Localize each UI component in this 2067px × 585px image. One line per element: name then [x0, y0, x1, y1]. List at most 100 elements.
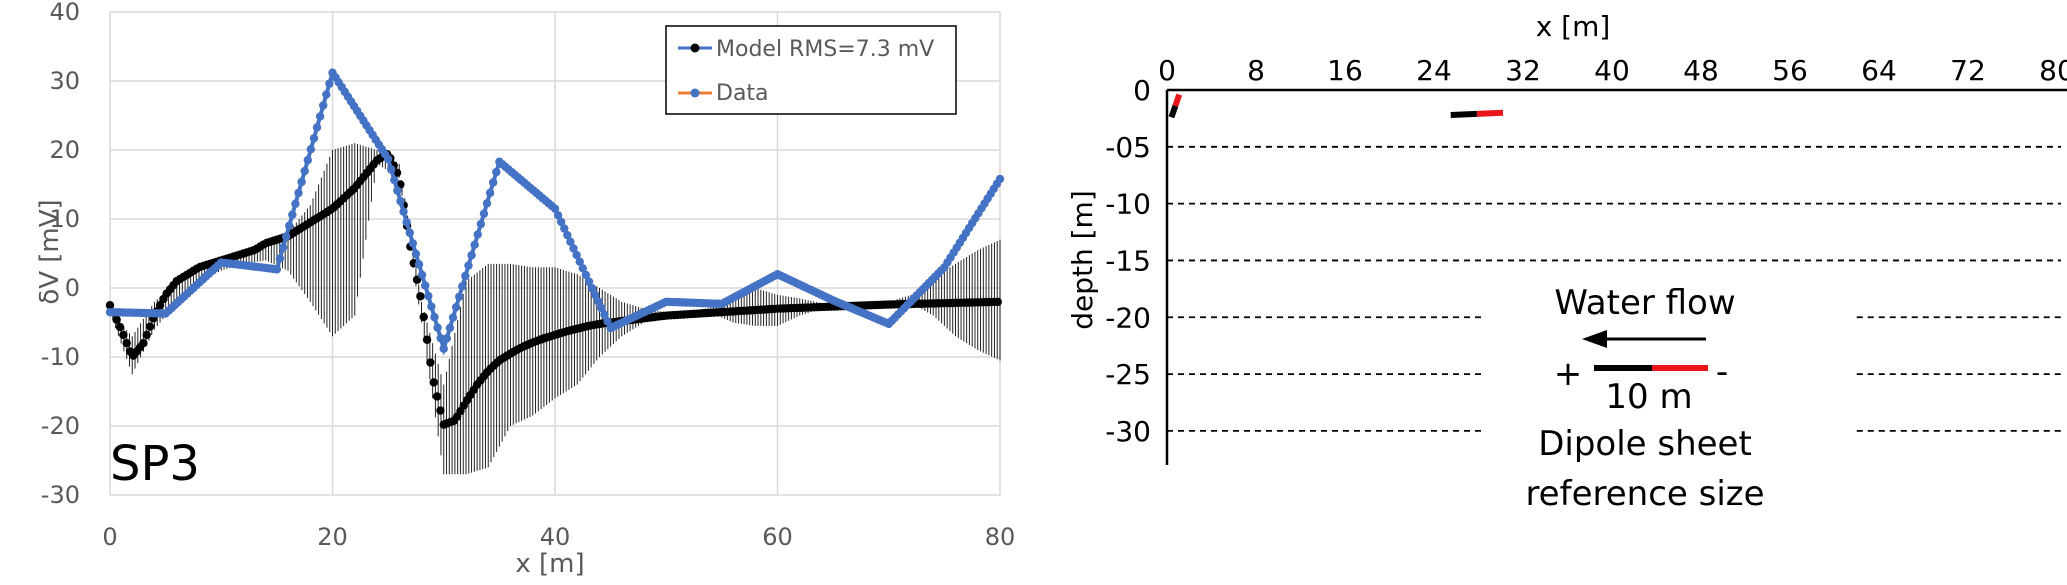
- data-point: [603, 317, 612, 326]
- model-point: [155, 301, 165, 310]
- data-point: [587, 284, 597, 293]
- data-point: [550, 204, 560, 213]
- data-point: [281, 232, 291, 241]
- plus-label: +: [1554, 354, 1583, 394]
- data-point: [482, 199, 492, 208]
- x-tick-label: 48: [1683, 54, 1719, 87]
- data-point: [451, 302, 461, 312]
- data-point: [442, 334, 452, 343]
- model-point: [115, 322, 125, 332]
- data-point: [300, 166, 309, 176]
- y-axis-title: δV [mV]: [35, 199, 65, 304]
- model-point: [432, 392, 442, 401]
- y-tick-label: 30: [49, 67, 80, 95]
- model-point: [419, 312, 428, 322]
- data-point: [461, 271, 470, 281]
- x-tick-label: 32: [1505, 54, 1541, 87]
- data-point: [578, 264, 588, 273]
- y-axis-title: depth [m]: [1066, 190, 1099, 330]
- data-point: [476, 219, 486, 229]
- data-point: [566, 237, 575, 247]
- data-point: [556, 217, 566, 227]
- data-point: [399, 207, 408, 216]
- model-point: [105, 301, 115, 310]
- data-point: [995, 174, 1005, 184]
- y-tick-label: -20: [41, 412, 80, 440]
- y-tick-label: -30: [1105, 415, 1151, 448]
- x-axis-title: x [m]: [515, 549, 584, 579]
- y-tick-label: -10: [1105, 188, 1151, 221]
- data-point: [306, 144, 316, 154]
- data-point: [408, 239, 418, 248]
- sp3-chart: -30 -20 -10 0 10 20 30 40 0 20 40 60 80 SP3 x [m] δV…: [35, 0, 1016, 579]
- data-point: [485, 188, 495, 198]
- x-tick-label: 8: [1247, 54, 1265, 87]
- x-tick-label: 20: [317, 523, 348, 551]
- model-point: [145, 322, 155, 331]
- data-point: [458, 282, 467, 291]
- reference-label-line2: reference size: [1525, 474, 1764, 514]
- x-tick-label: 60: [762, 523, 793, 551]
- data-point: [448, 313, 458, 322]
- dashed-depth-lines: [1167, 145, 2061, 432]
- data-point: [455, 292, 464, 301]
- model-point: [142, 330, 151, 340]
- y-tick-label: -05: [1105, 131, 1151, 164]
- model-point: [119, 330, 128, 340]
- legend-marker-data: [690, 88, 700, 98]
- data-point: [303, 155, 312, 165]
- data-point: [430, 312, 439, 322]
- data-point: [417, 270, 427, 280]
- flow-annotation: Water flow + - 10 m Dipole sheet referen…: [1525, 283, 1764, 514]
- series-layer: [105, 67, 1005, 429]
- data-point: [402, 218, 411, 227]
- y-tick-label: 10: [49, 205, 80, 233]
- data-point: [275, 254, 285, 263]
- x-tick-label: 80: [985, 523, 1016, 551]
- data-point: [272, 265, 282, 274]
- dipole-positive-end: [1168, 104, 1179, 119]
- data-point: [312, 123, 322, 132]
- data-point: [297, 177, 306, 187]
- legend-box: [665, 25, 957, 115]
- model-point: [429, 378, 438, 387]
- x-tick-label: 56: [1772, 54, 1808, 87]
- data-point: [405, 228, 414, 237]
- data-point: [439, 344, 448, 353]
- legend: Model RMS=7.3 mV Data: [665, 25, 957, 115]
- model-point: [426, 358, 435, 367]
- data-point: [553, 211, 563, 220]
- data-point: [285, 221, 294, 230]
- x-tick-label: 40: [1594, 54, 1630, 87]
- data-point: [411, 249, 421, 259]
- reference-label-line1: Dipole sheet: [1538, 424, 1752, 464]
- legend-label-model: Model RMS=7.3 mV: [716, 37, 934, 62]
- x-tick-label: 72: [1950, 54, 1986, 87]
- dipole-negative-end: [1476, 109, 1504, 117]
- data-point: [479, 209, 489, 218]
- data-point: [590, 290, 600, 300]
- data-point: [322, 90, 331, 99]
- model-point: [139, 339, 148, 348]
- x-tick-label: 0: [1158, 54, 1176, 87]
- data-point: [325, 79, 334, 88]
- data-point: [467, 251, 476, 260]
- data-point: [560, 224, 569, 233]
- data-point: [319, 101, 328, 110]
- y-tick-label: 20: [49, 136, 80, 164]
- data-point: [600, 310, 609, 319]
- data-point: [575, 257, 584, 266]
- data-point: [597, 303, 606, 313]
- data-point: [436, 333, 445, 343]
- data-point: [390, 175, 399, 185]
- legend-marker-model: [690, 43, 700, 53]
- x-tick-label: 64: [1861, 54, 1897, 87]
- y-tick-label: -10: [41, 343, 80, 371]
- data-point: [294, 188, 303, 198]
- legend-label-data: Data: [716, 81, 769, 106]
- data-point: [433, 323, 442, 332]
- dipole-negative-end: [1172, 93, 1183, 107]
- data-point: [488, 178, 498, 187]
- model-point: [993, 297, 1002, 307]
- data-point: [473, 230, 482, 239]
